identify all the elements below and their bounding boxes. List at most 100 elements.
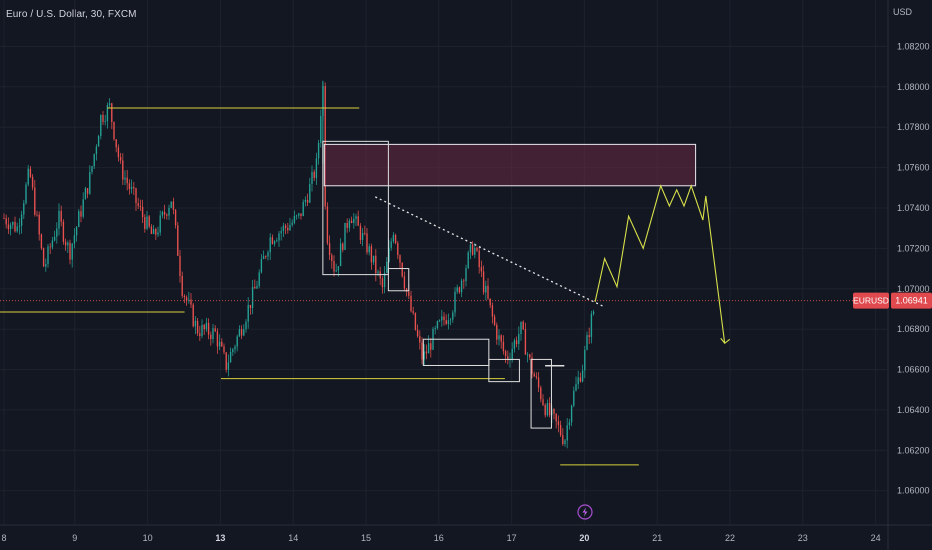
candle-body [456, 287, 458, 292]
candle-body [58, 210, 60, 229]
candle-body [190, 299, 192, 305]
candle-body [122, 160, 124, 180]
candle-body [276, 240, 278, 242]
candle-body [137, 203, 139, 206]
candle-body [388, 247, 390, 262]
candle-body [144, 217, 146, 229]
candle-body [465, 267, 467, 282]
candle-body [159, 215, 161, 233]
candle-body [449, 319, 452, 321]
candle-body [214, 328, 216, 332]
candle-body [304, 199, 307, 202]
candle-body [405, 288, 408, 292]
lightning-icon [582, 507, 588, 517]
candle-body [353, 218, 355, 224]
candle-body [419, 336, 421, 343]
candle-body [542, 399, 544, 406]
candle-body [236, 336, 238, 347]
candle-body [476, 247, 478, 251]
candle-body [480, 267, 483, 272]
candle-body [346, 222, 348, 228]
candle-body [80, 211, 82, 217]
symbol-title: Euro / U.S. Dollar, 30, FXCM [6, 9, 137, 20]
candle-body [29, 168, 32, 177]
candle-body [291, 222, 293, 225]
candle-body [504, 351, 507, 357]
candle-body [298, 213, 300, 216]
projection-arrow-icon [720, 337, 731, 345]
candle-body [205, 322, 208, 330]
candle-body [401, 262, 403, 277]
currency-label: USD [893, 7, 913, 17]
candle-body [540, 387, 542, 400]
candle-body [515, 340, 518, 344]
candle-body [328, 243, 331, 256]
candle-body [100, 114, 102, 137]
candle-body [326, 206, 329, 244]
candle-body [438, 320, 441, 322]
candle-body [489, 298, 491, 306]
candle-body [150, 226, 153, 234]
candle-body [414, 312, 417, 330]
candle-body [115, 139, 117, 148]
candle-body [254, 286, 256, 289]
candle-body [526, 354, 529, 356]
candle-body [25, 184, 27, 204]
candle-body [403, 276, 406, 289]
price-tick-label: 1.06600 [897, 365, 930, 375]
candle-body [350, 220, 353, 224]
structure-box [488, 358, 520, 383]
candle-body [67, 242, 69, 246]
price-tick-label: 1.08200 [897, 41, 930, 51]
candle-body [188, 299, 190, 301]
candle-body [443, 316, 445, 321]
candle-body [73, 235, 76, 244]
candle-body [412, 311, 414, 313]
candle-body [256, 285, 258, 289]
candle-body [511, 348, 513, 360]
candle-body [487, 285, 489, 299]
candle-body [278, 233, 280, 241]
candle-body [179, 255, 181, 276]
candle-body [183, 295, 186, 298]
candle-body [124, 177, 126, 180]
candle-body [447, 320, 450, 324]
candle-body [293, 216, 296, 223]
candle-body [126, 177, 128, 184]
candle-body [280, 231, 282, 234]
candle-body [317, 142, 320, 159]
candle-body [463, 280, 465, 282]
candle-body [181, 275, 183, 296]
candle-body [441, 316, 443, 321]
candle-body [229, 352, 232, 363]
candle-body [170, 201, 172, 208]
candle-body [174, 209, 177, 226]
candle-body [86, 188, 89, 194]
candle-body [485, 285, 487, 293]
candle-body [573, 390, 575, 406]
candle-body [474, 247, 476, 255]
candle-body [16, 226, 18, 232]
candle-body [111, 103, 113, 123]
candle-body [331, 255, 333, 262]
candle-body [102, 114, 104, 122]
candle-body [309, 184, 311, 203]
candle-body [342, 243, 344, 250]
time-tick-label: 13 [215, 533, 225, 543]
candle-body [225, 352, 227, 370]
price-tick-label: 1.06800 [897, 324, 930, 334]
candle-body [377, 271, 379, 274]
candle-body [196, 320, 199, 334]
candle-body [212, 328, 214, 340]
candle-body [56, 228, 58, 237]
candle-body [496, 324, 498, 340]
candle-body [168, 207, 170, 216]
candle-body [148, 216, 150, 227]
candle-body [368, 246, 370, 253]
candle-body [410, 295, 412, 312]
structure-box [387, 268, 410, 292]
candle-body [20, 214, 23, 226]
candle-body [104, 120, 106, 122]
